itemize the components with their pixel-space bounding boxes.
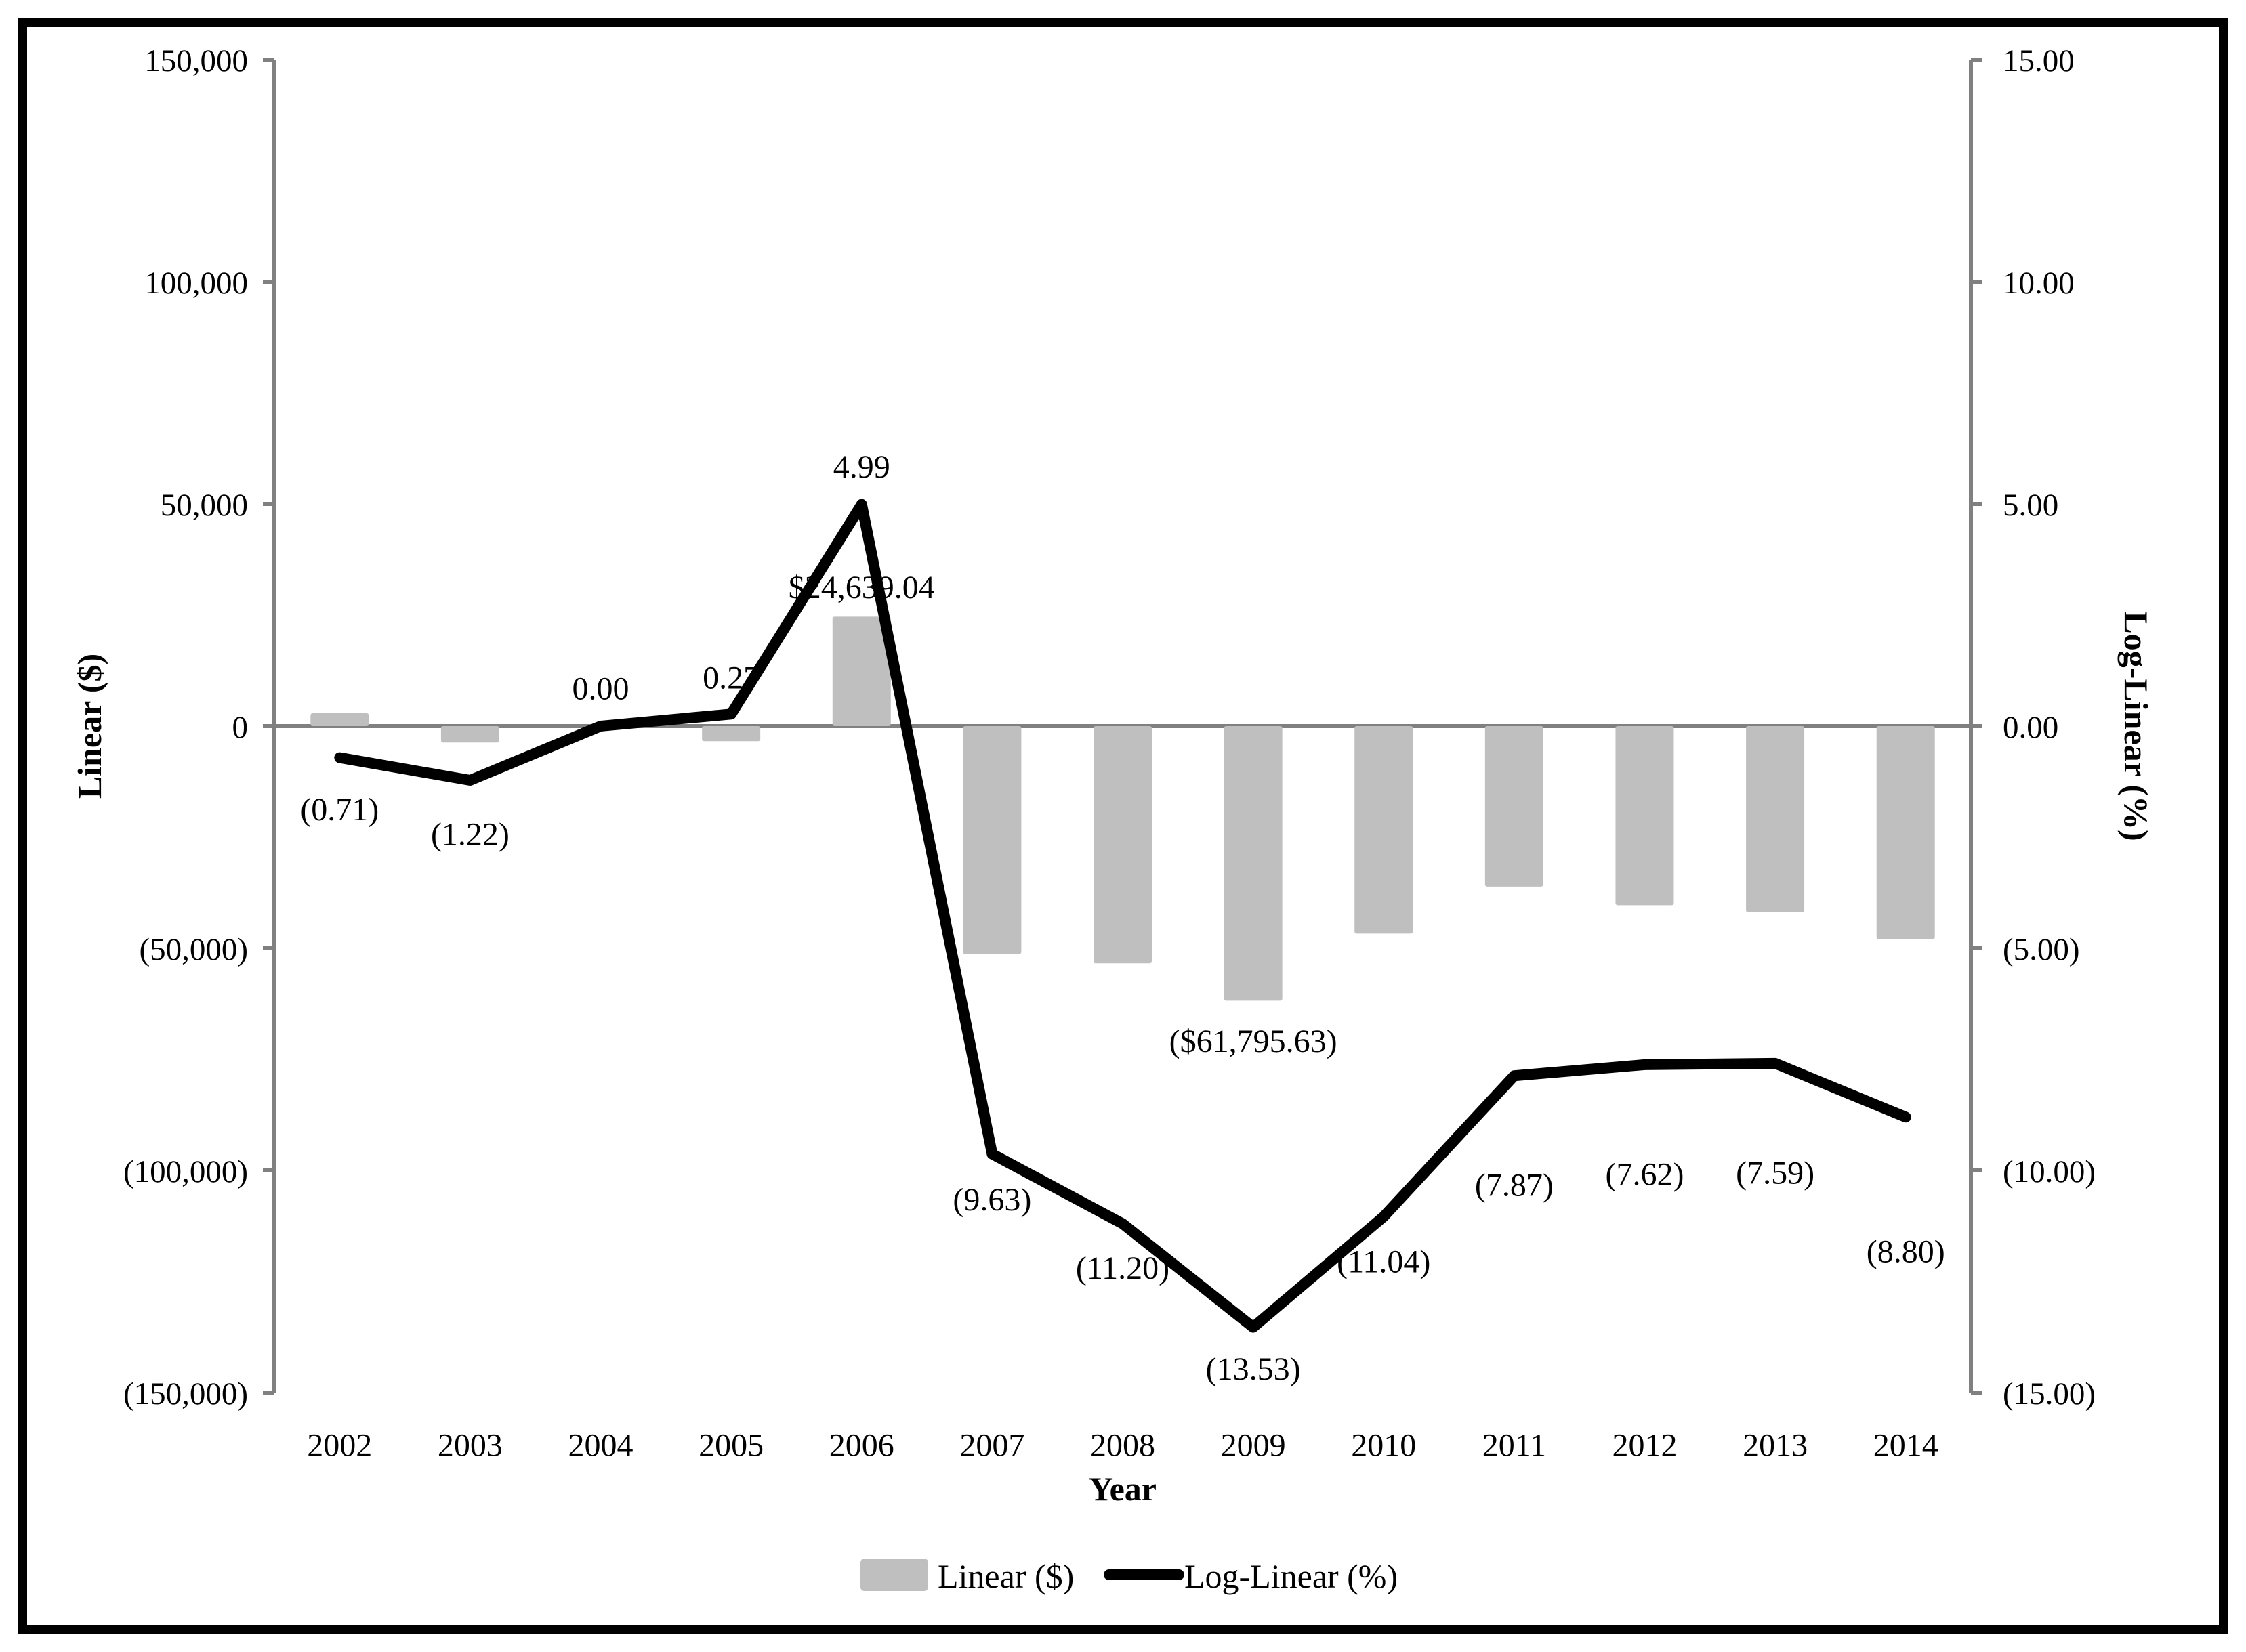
right-axis-tick-label: 10.00 (2003, 266, 2075, 301)
x-tick-label: 2011 (1482, 1427, 1546, 1463)
figure-border (18, 18, 2228, 1634)
bar-2006 (832, 616, 891, 726)
bar-2002 (310, 713, 369, 726)
x-tick-label: 2013 (1743, 1427, 1808, 1463)
bar-2005 (702, 726, 761, 742)
x-tick-label: 2009 (1221, 1427, 1286, 1463)
line-data-label: (13.53) (1206, 1351, 1301, 1387)
bar-data-label: ($61,795.63) (1169, 1023, 1337, 1059)
left-axis-tick-label: 100,000 (144, 266, 248, 301)
line-data-label: (11.20) (1076, 1250, 1169, 1286)
left-axis-tick-label: (100,000) (123, 1154, 248, 1189)
legend-bar-swatch (860, 1559, 928, 1591)
bar-2010 (1354, 726, 1413, 934)
left-axis-tick-label: 0 (232, 710, 249, 745)
line-data-label: (8.80) (1867, 1234, 1945, 1270)
left-axis-tick-label: (150,000) (123, 1376, 248, 1412)
left-axis-title: Linear ($) (70, 654, 108, 799)
line-data-label: (7.59) (1736, 1155, 1814, 1191)
log-linear-line (334, 499, 1911, 1333)
right-axis-tick-label: (15.00) (2003, 1376, 2096, 1412)
x-tick-label: 2006 (829, 1427, 894, 1463)
x-tick-label: 2002 (307, 1427, 372, 1463)
bar-2003 (440, 726, 499, 743)
right-axis-tick-label: 0.00 (2003, 710, 2058, 745)
x-tick-label: 2012 (1612, 1427, 1677, 1463)
bar-2013 (1746, 726, 1805, 912)
bar-2009 (1224, 726, 1283, 1001)
right-axis-title: Log-Linear (%) (2117, 611, 2155, 841)
left-axis-tick-label: 150,000 (144, 43, 248, 79)
line-data-label: (11.04) (1337, 1244, 1430, 1280)
legend-bar-label: Linear ($) (938, 1557, 1074, 1595)
left-axis-tick-label: (50,000) (139, 932, 248, 967)
x-tick-label: 2007 (959, 1427, 1024, 1463)
x-tick-label: 2003 (438, 1427, 503, 1463)
line-data-label: 4.99 (833, 449, 890, 485)
line-data-label: 0.27 (703, 660, 760, 696)
x-tick-label: 2004 (568, 1427, 633, 1463)
line-data-label: (0.71) (300, 792, 379, 828)
bar-2007 (963, 726, 1022, 954)
x-tick-label: 2005 (699, 1427, 764, 1463)
left-axis-tick-label: 50,000 (161, 488, 248, 523)
line-data-label: (1.22) (431, 816, 509, 852)
x-tick-label: 2010 (1351, 1427, 1416, 1463)
line-data-label: 0.00 (573, 671, 629, 706)
bar-2014 (1876, 726, 1935, 939)
right-axis-tick-label: (10.00) (2003, 1154, 2096, 1189)
x-tick-label: 2014 (1873, 1427, 1938, 1463)
bar-2008 (1094, 726, 1152, 964)
bar-2012 (1615, 726, 1674, 906)
x-tick-label: 2008 (1090, 1427, 1155, 1463)
right-axis-tick-label: 15.00 (2003, 43, 2075, 79)
x-axis-title: Year (1089, 1470, 1157, 1508)
right-axis-tick-label: 5.00 (2003, 488, 2058, 523)
right-axis-tick-label: (5.00) (2003, 932, 2080, 967)
bar-2011 (1484, 726, 1543, 887)
line-data-label: (7.62) (1605, 1156, 1684, 1192)
legend-line-label: Log-Linear (%) (1184, 1557, 1398, 1595)
line-data-label: (9.63) (953, 1182, 1031, 1218)
line-data-label: (7.87) (1475, 1168, 1554, 1204)
